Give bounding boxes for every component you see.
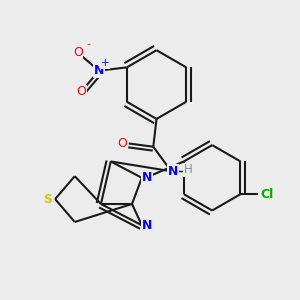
Text: S: S [44, 193, 52, 206]
Text: H: H [184, 163, 193, 176]
Text: N: N [168, 165, 178, 178]
Text: N: N [142, 219, 152, 232]
Text: N: N [94, 64, 104, 77]
Text: -: - [86, 40, 90, 50]
Text: Cl: Cl [260, 188, 273, 201]
Text: O: O [117, 137, 127, 150]
Text: +: + [100, 58, 109, 68]
Text: O: O [76, 85, 86, 98]
Text: N: N [142, 171, 152, 184]
Text: O: O [73, 46, 83, 59]
